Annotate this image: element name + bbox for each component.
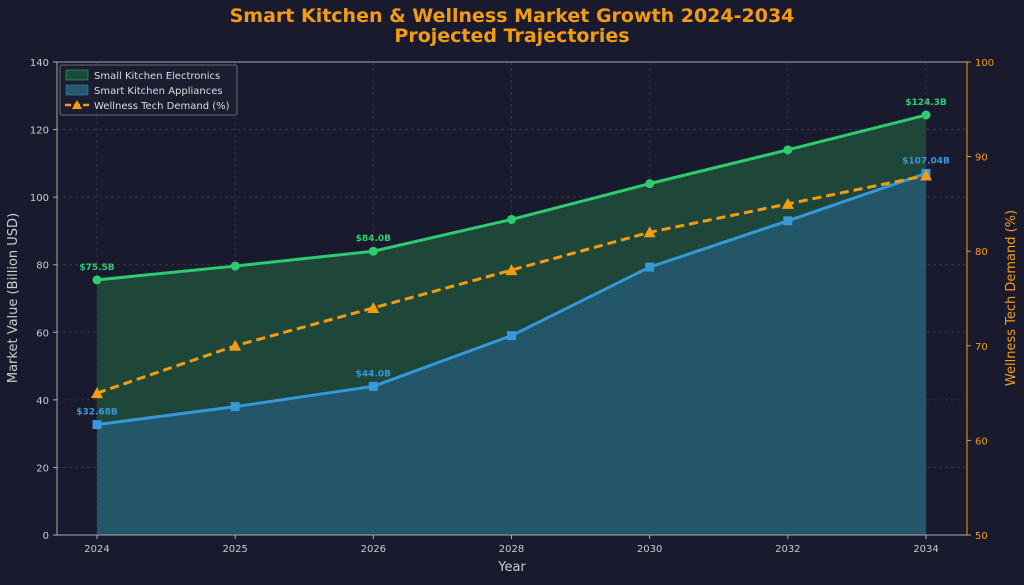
marker-wellness (643, 226, 656, 238)
legend-label-electronics: Small Kitchen Electronics (94, 71, 220, 82)
marker-appliances (783, 216, 793, 226)
legend-swatch-appliances (65, 84, 89, 96)
label-appliances: $32.68B (76, 408, 118, 418)
data-labels: $75.5B $84.0B $124.3B $32.68B $44.0B $107.04B (76, 98, 950, 418)
marker-wellness (367, 301, 380, 313)
x-tick-label: 2030 (637, 544, 662, 555)
y2-tick-label: 50 (975, 531, 988, 542)
label-electronics: $75.5B (79, 263, 114, 273)
label-appliances: $107.04B (902, 156, 950, 166)
marker-electronics (230, 261, 240, 271)
y2-axis-title: Wellness Tech Demand (%) (1004, 210, 1019, 386)
label-appliances: $44.0B (356, 369, 391, 379)
legend-swatch-electronics (65, 69, 89, 81)
chart-subtitle: Projected Trajectories (394, 25, 629, 47)
marker-wellness (91, 387, 103, 399)
x-axis-title: Year (497, 560, 526, 575)
x-tick-label: 2025 (222, 544, 247, 555)
marker-appliances (645, 262, 655, 272)
marker-appliances (507, 331, 516, 341)
y-tick-label: 20 (36, 463, 49, 474)
x-tick-label: 2028 (499, 544, 524, 555)
marker-wellness (920, 169, 932, 181)
marker-electronics (368, 246, 378, 256)
legend: Small Kitchen Electronics Smart Kitchen … (59, 64, 238, 116)
marker-appliances (92, 420, 102, 430)
marker-appliances (230, 402, 240, 412)
y-tick-label: 40 (36, 396, 49, 407)
y-tick-label: 120 (30, 126, 49, 137)
y2-tick-label: 80 (975, 247, 988, 258)
marker-appliances (368, 381, 378, 391)
legend-box (59, 64, 238, 116)
marker-wellness (505, 264, 518, 276)
y2-tick-label: 70 (975, 342, 988, 353)
legend-marker-wellness (72, 100, 82, 109)
marker-electronics (92, 275, 102, 285)
marker-electronics (783, 145, 793, 155)
marker-electronics (507, 214, 516, 224)
y-axis-title: Market Value (Billion USD) (6, 213, 21, 383)
series-markers (91, 110, 932, 430)
x-tick-label: 2032 (775, 544, 800, 555)
legend-label-appliances: Smart Kitchen Appliances (94, 86, 223, 97)
y-tick-label: 0 (43, 531, 49, 542)
label-electronics: $124.3B (905, 98, 947, 108)
y-tick-label: 80 (36, 261, 49, 272)
x-tick-label: 2024 (84, 544, 109, 555)
x-tick-label: 2026 (361, 544, 386, 555)
x-tick-label: 2034 (913, 544, 938, 555)
y2-tick-label: 60 (975, 436, 988, 447)
y-tick-label: 60 (36, 328, 49, 339)
axes: 0 20 40 60 80 100 120 140 50 60 70 80 90 100 2024 2025 2… (30, 58, 994, 555)
marker-electronics (921, 110, 931, 120)
y-tick-label: 140 (30, 58, 49, 69)
marker-wellness (781, 197, 794, 209)
label-electronics: $84.0B (356, 234, 391, 244)
y2-tick-label: 100 (975, 58, 994, 69)
marker-wellness (229, 339, 242, 351)
legend-label-wellness: Wellness Tech Demand (%) (94, 101, 230, 112)
y-tick-label: 100 (30, 193, 49, 204)
chart-title: Smart Kitchen & Wellness Market Growth 2… (230, 5, 795, 27)
area-appliances (97, 173, 926, 535)
marker-electronics (645, 179, 655, 189)
y2-tick-label: 90 (975, 153, 988, 164)
